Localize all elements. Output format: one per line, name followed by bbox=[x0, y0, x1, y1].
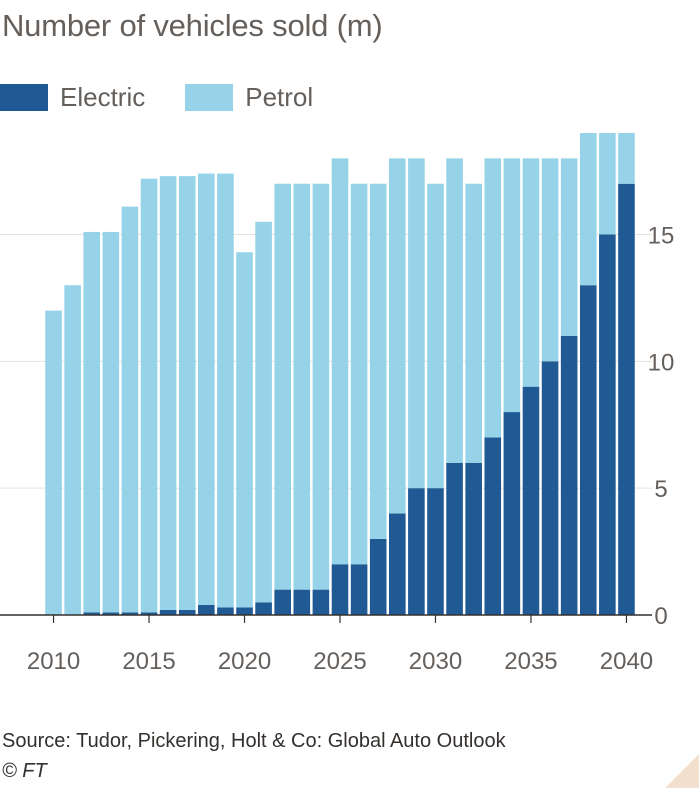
y-tick-label: 0 bbox=[654, 603, 667, 630]
bar-electric bbox=[255, 602, 272, 615]
bar-petrol bbox=[446, 158, 463, 463]
legend-item-electric: Electric bbox=[0, 82, 145, 113]
x-tick-label: 2035 bbox=[504, 648, 557, 675]
bar-petrol bbox=[522, 158, 540, 387]
bar-electric bbox=[198, 604, 215, 615]
bar-petrol bbox=[579, 133, 597, 286]
bar-petrol bbox=[560, 158, 578, 336]
bar-electric bbox=[217, 607, 234, 615]
bar-petrol bbox=[388, 158, 406, 514]
bar-electric bbox=[465, 462, 482, 615]
legend: Electric Petrol bbox=[0, 80, 353, 114]
bar-electric bbox=[560, 335, 578, 615]
bar-electric bbox=[293, 589, 311, 615]
bar-electric bbox=[274, 589, 292, 615]
bar-petrol bbox=[350, 183, 368, 565]
bar-petrol bbox=[178, 176, 196, 610]
bar-petrol bbox=[369, 183, 387, 539]
bar-electric bbox=[579, 285, 597, 615]
legend-item-petrol: Petrol bbox=[185, 82, 313, 113]
x-tick-label: 2010 bbox=[27, 648, 80, 675]
x-tick-label: 2030 bbox=[409, 648, 462, 675]
legend-label-petrol: Petrol bbox=[245, 81, 314, 112]
bar-petrol bbox=[503, 158, 521, 413]
bar-electric bbox=[102, 612, 120, 615]
bar-electric bbox=[503, 412, 521, 615]
bar-electric bbox=[331, 564, 349, 615]
bar-petrol bbox=[121, 206, 139, 613]
bar-petrol bbox=[427, 183, 444, 489]
bar-petrol bbox=[102, 231, 120, 613]
bar-electric bbox=[159, 609, 177, 615]
bar-petrol bbox=[408, 158, 425, 489]
legend-swatch-electric bbox=[0, 83, 48, 111]
bar-electric bbox=[121, 612, 139, 615]
source-note: Source: Tudor, Pickering, Holt & Co: Glo… bbox=[2, 730, 506, 752]
bar-petrol bbox=[64, 285, 81, 615]
bar-petrol bbox=[217, 173, 234, 608]
bar-petrol bbox=[274, 183, 292, 590]
bar-petrol bbox=[236, 252, 253, 608]
bar-petrol bbox=[293, 183, 311, 590]
bar-petrol bbox=[484, 158, 502, 438]
credit: © FT bbox=[2, 760, 47, 782]
chart-title: Number of vehicles sold (m) bbox=[2, 8, 383, 43]
bar-petrol bbox=[618, 133, 635, 184]
bar-electric bbox=[427, 488, 444, 615]
bar-petrol bbox=[312, 183, 330, 590]
bar-electric bbox=[541, 361, 559, 615]
x-tick-label: 2025 bbox=[313, 648, 366, 675]
bar-petrol bbox=[541, 158, 559, 362]
bar-petrol bbox=[465, 183, 482, 463]
bar-electric bbox=[388, 513, 406, 615]
bar-electric bbox=[369, 538, 387, 615]
bar-electric bbox=[408, 488, 425, 615]
bar-electric bbox=[446, 462, 463, 615]
bar-electric bbox=[350, 564, 368, 615]
bar-electric bbox=[599, 234, 616, 615]
bar-petrol bbox=[45, 310, 62, 615]
corner-fold bbox=[665, 754, 699, 788]
y-tick-label: 5 bbox=[654, 476, 667, 503]
legend-swatch-petrol bbox=[185, 83, 234, 111]
x-tick-label: 2020 bbox=[218, 648, 271, 675]
bar-petrol bbox=[83, 231, 101, 613]
x-tick-label: 2040 bbox=[600, 648, 653, 675]
bar-petrol bbox=[198, 173, 215, 605]
bar-petrol bbox=[140, 178, 158, 613]
bar-petrol bbox=[331, 158, 349, 565]
bar-electric bbox=[83, 612, 101, 615]
bar-petrol bbox=[159, 176, 177, 610]
bar-electric bbox=[312, 589, 330, 615]
y-tick-label: 10 bbox=[648, 349, 675, 376]
bar-petrol bbox=[599, 133, 616, 235]
legend-label-electric: Electric bbox=[60, 81, 146, 112]
bar-electric bbox=[618, 183, 635, 615]
bar-electric bbox=[522, 386, 540, 615]
x-tick-label: 2015 bbox=[122, 648, 175, 675]
bar-electric bbox=[178, 609, 196, 615]
bar-electric bbox=[484, 437, 502, 615]
bar-electric bbox=[236, 607, 253, 615]
y-tick-label: 15 bbox=[648, 222, 675, 249]
bar-electric bbox=[140, 612, 158, 615]
bar-petrol bbox=[255, 221, 272, 603]
